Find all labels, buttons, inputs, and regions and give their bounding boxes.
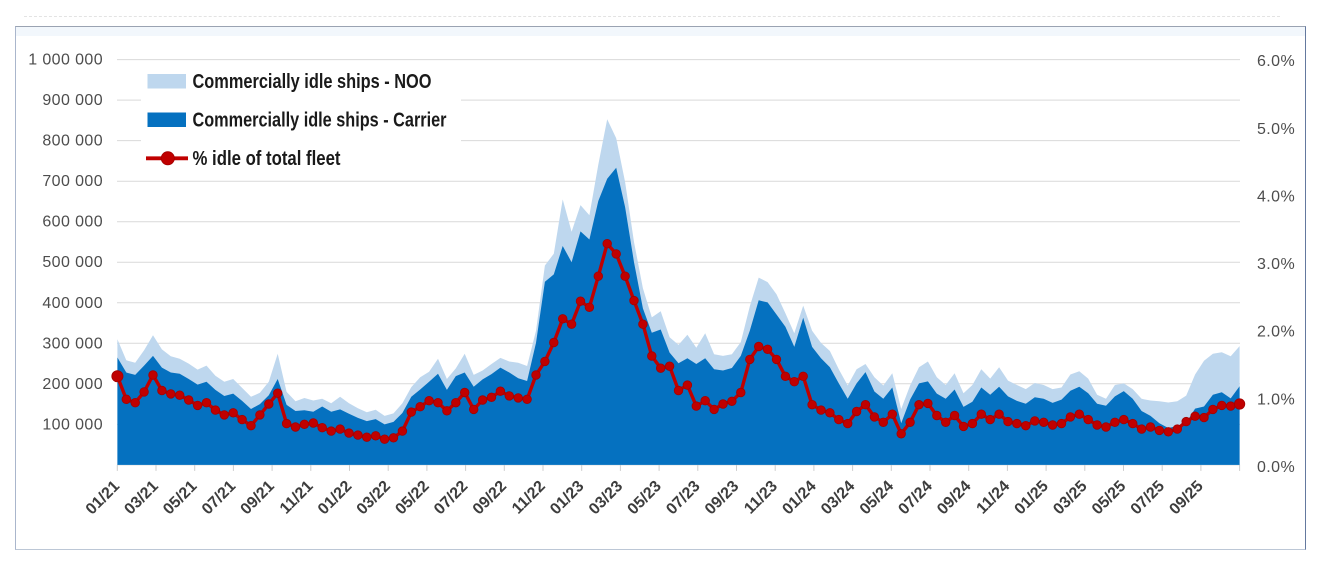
svg-text:05/21: 05/21 xyxy=(160,478,200,518)
svg-text:09/22: 09/22 xyxy=(470,478,510,518)
svg-text:05/23: 05/23 xyxy=(625,478,665,518)
svg-text:800 000: 800 000 xyxy=(42,133,103,150)
svg-text:11/23: 11/23 xyxy=(741,478,781,518)
svg-text:07/24: 07/24 xyxy=(895,478,935,518)
svg-text:07/23: 07/23 xyxy=(663,478,703,518)
svg-text:03/22: 03/22 xyxy=(354,478,394,518)
svg-text:11/22: 11/22 xyxy=(509,478,549,518)
svg-text:500 000: 500 000 xyxy=(42,254,103,271)
svg-text:900 000: 900 000 xyxy=(42,92,103,109)
svg-text:03/21: 03/21 xyxy=(121,478,161,518)
svg-text:07/22: 07/22 xyxy=(431,478,471,518)
svg-text:11/24: 11/24 xyxy=(974,478,1014,518)
svg-text:09/24: 09/24 xyxy=(934,478,974,518)
svg-text:3.0%: 3.0% xyxy=(1257,256,1295,273)
svg-text:01/21: 01/21 xyxy=(83,478,123,518)
svg-text:01/23: 01/23 xyxy=(547,478,587,518)
svg-text:07/21: 07/21 xyxy=(199,478,239,518)
svg-text:0.0%: 0.0% xyxy=(1257,459,1295,476)
svg-text:09/23: 09/23 xyxy=(702,478,742,518)
svg-text:100 000: 100 000 xyxy=(42,416,103,433)
svg-text:2.0%: 2.0% xyxy=(1257,324,1295,341)
svg-text:200 000: 200 000 xyxy=(42,376,103,393)
svg-text:6.0%: 6.0% xyxy=(1257,53,1295,70)
svg-text:1.0%: 1.0% xyxy=(1257,391,1295,408)
svg-text:400 000: 400 000 xyxy=(42,295,103,312)
svg-text:% idle of total fleet: % idle of total fleet xyxy=(193,148,341,170)
svg-text:05/24: 05/24 xyxy=(857,478,897,518)
svg-text:700 000: 700 000 xyxy=(42,173,103,190)
svg-text:03/23: 03/23 xyxy=(586,478,626,518)
svg-text:Commercially idle ships - NOO: Commercially idle ships - NOO xyxy=(193,71,432,93)
svg-text:4.0%: 4.0% xyxy=(1257,188,1295,205)
svg-text:05/25: 05/25 xyxy=(1089,478,1129,518)
svg-text:01/25: 01/25 xyxy=(1012,478,1052,518)
svg-text:5.0%: 5.0% xyxy=(1257,121,1295,138)
svg-text:05/22: 05/22 xyxy=(392,478,432,518)
svg-text:09/25: 09/25 xyxy=(1166,478,1206,518)
svg-text:01/24: 01/24 xyxy=(779,478,819,518)
svg-text:Commercially idle ships - Carr: Commercially idle ships - Carrier xyxy=(193,110,447,132)
svg-text:03/24: 03/24 xyxy=(818,478,858,518)
svg-text:300 000: 300 000 xyxy=(42,335,103,352)
svg-text:03/25: 03/25 xyxy=(1050,478,1090,518)
svg-text:1 000 000: 1 000 000 xyxy=(28,52,103,69)
svg-text:11/21: 11/21 xyxy=(277,478,317,518)
svg-text:01/22: 01/22 xyxy=(315,478,355,518)
svg-text:600 000: 600 000 xyxy=(42,214,103,231)
svg-text:07/25: 07/25 xyxy=(1128,478,1168,518)
svg-text:09/21: 09/21 xyxy=(238,478,278,518)
